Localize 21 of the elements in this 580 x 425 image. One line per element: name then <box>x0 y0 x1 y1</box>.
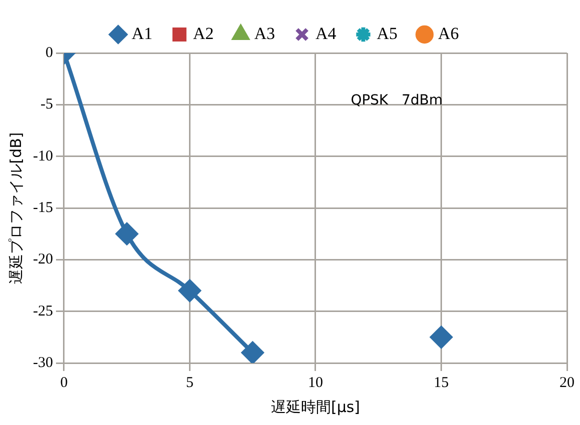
legend-label: A3 <box>254 24 276 43</box>
y-tick-label: -15 <box>32 200 53 216</box>
y-tick-label: -10 <box>32 148 53 164</box>
legend-label: A5 <box>376 24 398 43</box>
legend-label: A4 <box>316 24 337 43</box>
x-tick-label: 15 <box>434 374 449 391</box>
y-tick-label: -30 <box>32 354 53 371</box>
x-axis-title: 遅延時間[μs] <box>270 398 360 416</box>
y-tick-label: -20 <box>32 252 53 268</box>
legend-label: A2 <box>192 24 214 43</box>
y-axis-title: 遅延プロファイル[dB] <box>6 132 25 284</box>
y-tick-label: -25 <box>32 303 53 320</box>
legend-label: A1 <box>132 24 152 43</box>
x-tick-label: 0 <box>60 374 68 391</box>
x-tick-label: 10 <box>308 374 323 391</box>
x-tick-label: 5 <box>186 374 194 391</box>
legend-label: A6 <box>438 24 459 43</box>
y-tick-label: 0 <box>45 44 53 61</box>
x-tick-label: 20 <box>560 374 574 391</box>
annotation: QPSK 7dBm <box>350 92 443 109</box>
y-tick-label: -5 <box>40 96 53 113</box>
